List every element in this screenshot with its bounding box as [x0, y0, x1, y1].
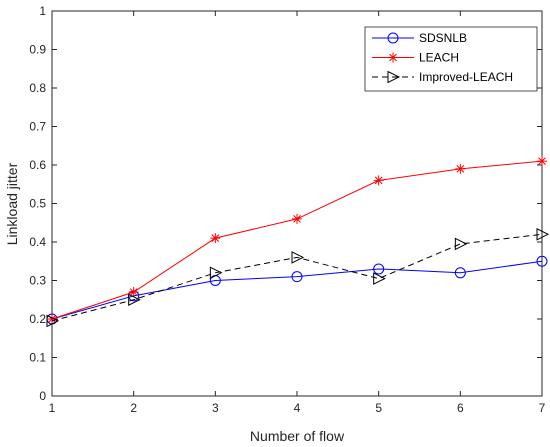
data-point-improved-leach — [46, 314, 60, 328]
data-point-leach — [373, 175, 384, 186]
data-point-improved-leach — [373, 272, 386, 285]
y-tick-label: 0.8 — [29, 81, 46, 95]
legend-entry-leach: LEACH — [372, 51, 459, 65]
x-tick-label: 6 — [457, 401, 464, 415]
data-point-improved-leach — [536, 227, 550, 241]
legend-entry-sdsnlb: SDSNLB — [372, 31, 467, 45]
legend-label: LEACH — [419, 51, 459, 65]
asterisk-stroke — [293, 215, 301, 223]
x-tick-label: 1 — [49, 401, 56, 415]
y-tick-label: 0.3 — [29, 274, 46, 288]
legend-label: Improved-LEACH — [419, 70, 513, 84]
data-point-sdsnlb — [454, 267, 466, 279]
asterisk-stroke — [129, 288, 138, 296]
data-point-leach — [128, 287, 139, 298]
data-point-sdsnlb — [291, 271, 303, 283]
x-axis-label: Number of flow — [250, 428, 345, 444]
series-leach — [47, 156, 547, 324]
y-tick-label: 1 — [39, 4, 46, 18]
asterisk-stroke — [538, 157, 546, 166]
asterisk-stroke — [48, 315, 56, 323]
x-axis-ticks: 1 2 3 4 5 6 7 — [49, 11, 546, 415]
y-axis-ticks: 0 0.1 0.2 0.3 0.4 0.5 0.6 0.7 0.8 0.9 1 — [29, 4, 542, 403]
asterisk-stroke — [456, 164, 465, 173]
asterisk-stroke — [211, 234, 220, 243]
y-tick-label: 0.5 — [29, 197, 46, 211]
legend-marker — [388, 52, 398, 63]
data-point-leach — [210, 233, 221, 244]
series-improved-leach — [46, 227, 550, 328]
x-tick-label: 4 — [294, 401, 301, 415]
y-tick-label: 0.1 — [29, 351, 46, 365]
y-tick-label: 0.9 — [29, 43, 46, 57]
x-tick-label: 2 — [130, 401, 137, 415]
y-tick-label: 0 — [39, 389, 46, 403]
data-point-leach — [455, 163, 466, 174]
y-tick-label: 0.4 — [29, 235, 46, 249]
data-point-sdsnlb — [373, 263, 385, 275]
legend-entry-improved-leach: Improved-LEACH — [372, 70, 513, 84]
data-point-leach — [537, 156, 547, 167]
asterisk-stroke — [374, 176, 383, 185]
y-tick-label: 0.6 — [29, 158, 46, 172]
y-tick-label: 0.7 — [29, 120, 46, 134]
legend-marker — [387, 70, 401, 84]
legend-marker — [387, 32, 399, 44]
data-point-sdsnlb — [536, 255, 548, 267]
data-point-improved-leach — [291, 251, 305, 264]
legend-label: SDSNLB — [419, 31, 467, 45]
x-tick-label: 5 — [375, 401, 382, 415]
data-point-leach — [292, 213, 302, 224]
y-axis-label: Linkload jitter — [4, 162, 20, 245]
data-point-improved-leach — [454, 237, 468, 251]
data-point-improved-leach — [209, 266, 223, 280]
x-tick-label: 3 — [212, 401, 219, 415]
x-tick-label: 7 — [539, 401, 546, 415]
asterisk-stroke — [389, 53, 397, 62]
series-line-improved-leach — [51, 233, 543, 322]
legend: SDSNLB LEACH Improved-LEACH — [364, 26, 538, 92]
series-layer — [46, 156, 550, 328]
y-tick-label: 0.2 — [29, 312, 46, 326]
data-point-improved-leach — [128, 293, 141, 307]
